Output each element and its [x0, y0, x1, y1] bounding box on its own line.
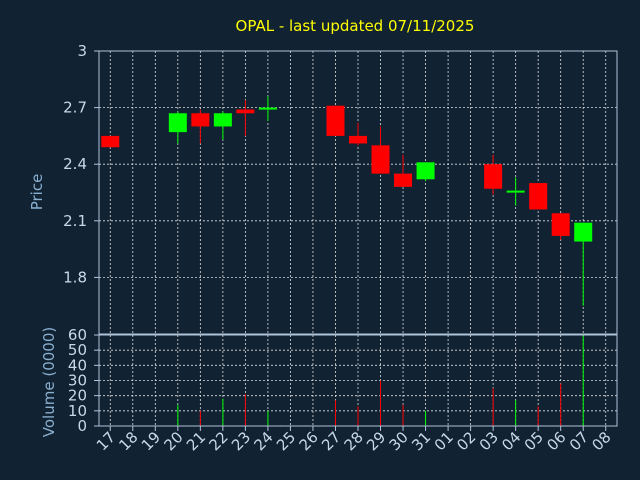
volume-tick-label: 50: [68, 341, 87, 359]
x-tick-label: 08: [588, 428, 614, 454]
candle-body: [506, 190, 525, 193]
x-axis-label: Day: [334, 459, 362, 475]
price-tick-label: 2.4: [63, 155, 87, 173]
price-tick-label: 2.1: [63, 212, 87, 230]
candle-body: [484, 164, 503, 189]
candle-body: [258, 107, 277, 110]
volume-tick-label: 40: [68, 356, 87, 374]
candle-body: [213, 113, 232, 127]
volume-tick-label: 30: [68, 372, 87, 390]
price-tick-label: 1.8: [63, 268, 87, 286]
candle-body: [236, 109, 255, 114]
candle-body: [551, 213, 570, 236]
candle-body: [349, 135, 367, 144]
candle-body: [574, 222, 593, 242]
volume-tick-label: 60: [68, 326, 87, 344]
candle-body: [394, 173, 413, 187]
volume-axis-label: Volume (0000): [40, 327, 58, 437]
candle-body: [168, 113, 187, 133]
price-plot-frame: [98, 50, 618, 335]
candle-body: [371, 145, 390, 174]
candle-body: [191, 113, 210, 127]
price-tick-label: 3: [77, 42, 87, 60]
candle-body: [416, 162, 435, 180]
candle-body: [326, 105, 345, 136]
volume-plot-frame: [98, 334, 618, 427]
volume-tick-label: 10: [68, 402, 87, 420]
candle-body: [101, 135, 120, 148]
chart-title: OPAL - last updated 07/11/2025: [236, 17, 475, 35]
candle-body: [529, 183, 548, 210]
price-tick-label: 2.7: [63, 99, 87, 117]
y-axis-label: Price: [28, 174, 46, 211]
volume-tick-label: 20: [68, 387, 87, 405]
volume-tick-label: 0: [77, 417, 87, 435]
